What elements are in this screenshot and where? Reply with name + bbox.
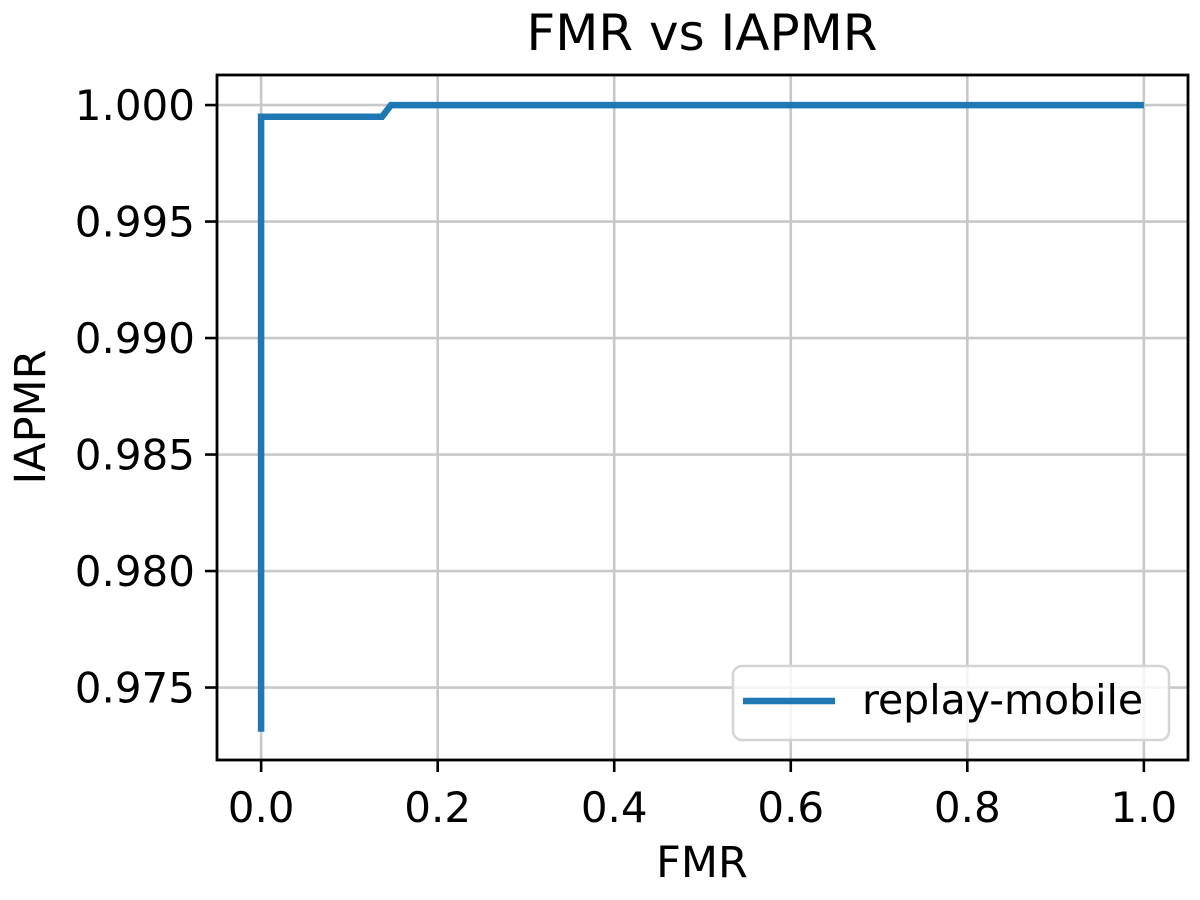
- y-tick-label: 0.975: [75, 664, 195, 713]
- x-axis-label: FMR: [656, 838, 748, 888]
- grid-lines: [217, 75, 1188, 760]
- axis-ticks: [205, 103, 1146, 772]
- x-tick-label: 0.6: [757, 783, 824, 832]
- legend-box: [731, 664, 1171, 742]
- x-tick-label: 0.4: [581, 783, 648, 832]
- series-lines: [257, 101, 1144, 732]
- y-tick-label: 0.980: [75, 547, 195, 596]
- legend: replay-mobile: [731, 664, 1171, 742]
- y-tick-label: 0.990: [75, 314, 195, 363]
- y-tick-label: 1.000: [75, 81, 195, 130]
- x-tick-label: 0.2: [404, 783, 471, 832]
- tick-labels: 0.0 0.2 0.4 0.6 0.8 1.0 0.975 0.980 0.985 0.990 0.…: [75, 81, 1178, 832]
- x-tick-label: 0.8: [934, 783, 1001, 832]
- x-tick-label: 0.0: [228, 783, 295, 832]
- y-tick-label: 0.995: [75, 198, 195, 247]
- plot-border: [215, 73, 1190, 762]
- legend-label: replay-mobile: [862, 676, 1143, 724]
- chart-title: FMR vs IAPMR: [526, 4, 877, 62]
- y-axis-label: IAPMR: [6, 349, 56, 484]
- x-tick-label: 1.0: [1110, 783, 1177, 832]
- y-tick-label: 0.985: [75, 431, 195, 480]
- series-line-replay-mobile: [257, 101, 1144, 732]
